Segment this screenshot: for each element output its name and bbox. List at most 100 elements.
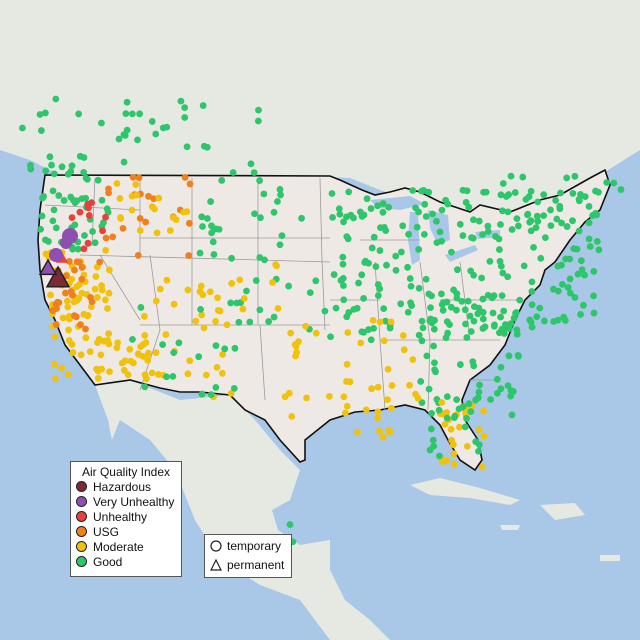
monitor-point [276, 186, 284, 193]
monitor-point [124, 371, 132, 379]
monitor-point [228, 280, 236, 287]
legend-item-good: Good [76, 554, 181, 569]
monitor-point [88, 199, 96, 207]
monitor-point [240, 295, 248, 302]
monitor-point [51, 333, 59, 341]
monitor-point [499, 269, 507, 277]
monitor-point [374, 414, 382, 422]
monitor-point [533, 212, 541, 220]
monitor-point [456, 423, 463, 431]
monitor-point [466, 312, 474, 320]
monitor-point [60, 237, 72, 249]
monitor-point [372, 263, 380, 270]
monitor-point [198, 311, 206, 319]
monitor-point [595, 246, 603, 254]
monitor-point [414, 394, 422, 402]
monitor-point [345, 309, 353, 316]
monitor-point [37, 127, 45, 134]
monitor-point [467, 328, 475, 335]
monitor-point [617, 186, 625, 193]
monitor-point [501, 330, 508, 337]
monitor-point [526, 316, 534, 324]
monitor-point [327, 333, 334, 341]
monitor-point [218, 177, 226, 184]
monitor-point [438, 290, 445, 298]
monitor-point [475, 217, 483, 225]
monitor-point [50, 170, 58, 178]
monitor-point [340, 218, 347, 226]
monitor-point [199, 102, 207, 109]
monitor-point [184, 370, 192, 378]
monitor-point [214, 294, 221, 302]
monitor-point [397, 300, 405, 308]
monitor-point [140, 341, 147, 348]
monitor-point [358, 328, 366, 336]
monitor-point [450, 286, 458, 294]
monitor-point [431, 359, 438, 367]
monitor-point [405, 230, 413, 238]
monitor-point [328, 190, 336, 197]
monitor-point [560, 313, 568, 321]
monitor-point [183, 208, 191, 215]
monitor-point [186, 219, 193, 227]
monitor-point [468, 234, 475, 242]
monitor-point [65, 326, 72, 334]
monitor-point [198, 213, 206, 221]
monitor-point [573, 245, 581, 253]
monitor-point [438, 206, 446, 214]
monitor-point [312, 329, 320, 337]
monitor-point [200, 142, 208, 150]
monitor-point [64, 303, 72, 311]
monitor-point [522, 196, 530, 203]
monitor-point [337, 277, 345, 284]
monitor-point [85, 204, 92, 212]
legend-label: USG [93, 524, 120, 539]
monitor-point [270, 208, 278, 216]
monitor-point [484, 228, 492, 235]
monitor-point [374, 408, 382, 416]
monitor-point [53, 305, 60, 312]
monitor-point [119, 224, 127, 232]
monitor-point [52, 224, 60, 232]
monitor-point [256, 177, 264, 184]
monitor-point [377, 224, 384, 231]
monitor-point [344, 329, 352, 336]
monitor-point [177, 97, 185, 105]
monitor-point [181, 104, 189, 112]
monitor-point [98, 365, 106, 373]
monitor-point [433, 239, 441, 247]
monitor-point [562, 255, 570, 263]
monitor-point [370, 233, 378, 241]
monitor-point [497, 385, 505, 393]
monitor-point [120, 158, 128, 166]
monitor-point [356, 208, 364, 216]
monitor-point [384, 396, 391, 403]
monitor-point [469, 358, 477, 366]
monitor-point [496, 257, 504, 265]
monitor-point [385, 203, 393, 211]
monitor-point [516, 296, 524, 304]
monitor-point [603, 179, 611, 186]
monitor-point [346, 378, 354, 386]
monitor-point [60, 197, 68, 204]
monitor-point [137, 304, 145, 311]
monitor-point [404, 263, 411, 271]
monitor-point [27, 165, 35, 173]
monitor-point [288, 412, 296, 420]
monitor-point [447, 303, 455, 311]
monitor-point [58, 364, 66, 372]
monitor-point [374, 383, 382, 391]
monitor-point [192, 317, 200, 325]
monitor-point [470, 216, 477, 224]
monitor-point [329, 214, 336, 221]
legend-label: Good [93, 554, 123, 569]
temporary-label: temporary [227, 538, 282, 553]
monitor-point [376, 247, 384, 254]
monitor-point [127, 357, 135, 365]
monitor-point [336, 210, 344, 218]
legend-label: Hazardous [93, 479, 152, 494]
monitor-point [256, 254, 264, 261]
monitor-point [71, 199, 79, 207]
monitor-point [585, 235, 593, 243]
monitor-point [92, 273, 100, 280]
